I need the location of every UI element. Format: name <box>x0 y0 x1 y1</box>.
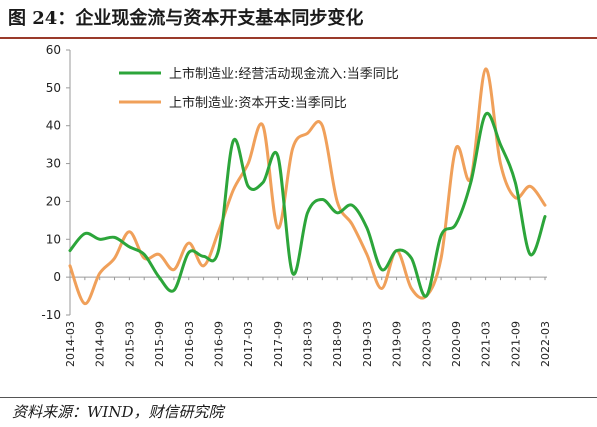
x-tick-label: 2019-09 <box>391 321 404 367</box>
y-tick-label: 40 <box>46 119 61 133</box>
x-tick-label: 2020-03 <box>420 321 433 367</box>
x-tick-label: 2015-03 <box>123 321 136 367</box>
chart: -10 0 10 20 30 40 50 60 2014-03 2014-09 2015-03 20… <box>18 40 593 396</box>
x-tick-label: 2016-09 <box>212 321 225 367</box>
figure-title: 图 24：企业现金流与资本开支基本同步变化 <box>8 8 364 29</box>
y-tick-label: -10 <box>41 308 61 322</box>
x-tick-label: 2016-03 <box>183 321 196 367</box>
source-note: 资料来源：WIND，财信研究院 <box>12 403 224 421</box>
legend-label: 上市制造业:经营活动现金流入:当季同比 <box>169 66 399 82</box>
source-rule <box>0 397 597 398</box>
y-tick-label: 10 <box>46 232 61 246</box>
y-tick-label: 30 <box>46 157 61 171</box>
x-tick-label: 2019-03 <box>361 321 374 367</box>
x-tick-label: 2014-09 <box>94 321 107 367</box>
series-line-operating-cash-inflow <box>68 111 547 298</box>
x-tick-label: 2018-09 <box>331 321 344 367</box>
x-tick-label: 2022-03 <box>539 321 552 367</box>
x-tick-label: 2017-03 <box>242 321 255 367</box>
legend-label: 上市制造业:资本开支:当季同比 <box>169 95 347 111</box>
y-tick-label: 0 <box>53 270 61 284</box>
y-tick-label: 20 <box>46 194 61 208</box>
series-layer <box>68 67 547 306</box>
x-tick-label: 2021-09 <box>509 321 522 367</box>
x-tick-label: 2017-09 <box>272 321 285 367</box>
x-tick-label: 2018-03 <box>302 321 315 367</box>
x-tick-label: 2015-09 <box>153 321 166 367</box>
y-axis: -10 0 10 20 30 40 50 60 <box>41 43 71 322</box>
x-tick-label: 2021-03 <box>480 321 493 367</box>
x-tick-label: 2014-03 <box>64 321 77 367</box>
y-tick-label: 50 <box>46 81 61 95</box>
title-rule <box>0 37 597 39</box>
x-tick-label: 2020-09 <box>450 321 463 367</box>
x-axis: 2014-03 2014-09 2015-03 2015-09 2016-03 2016-… <box>64 276 552 367</box>
y-tick-label: 60 <box>46 43 61 57</box>
